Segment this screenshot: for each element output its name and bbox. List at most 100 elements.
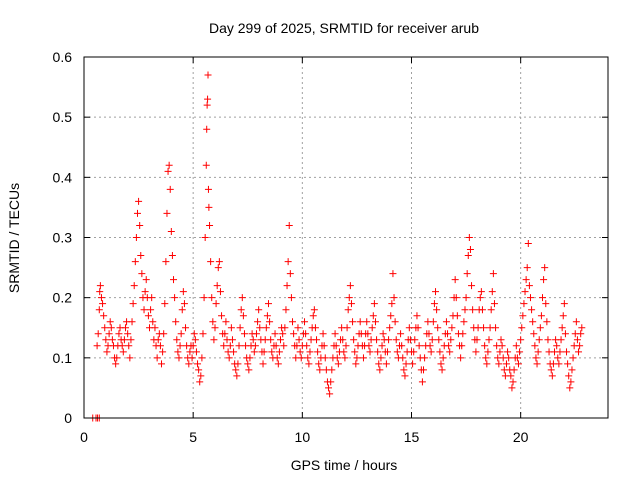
data-point <box>487 306 495 314</box>
data-point <box>560 300 568 308</box>
data-point <box>564 360 572 368</box>
x-axis-title: GPS time / hours <box>291 457 398 473</box>
data-point <box>364 330 372 338</box>
data-point <box>427 348 435 356</box>
data-point <box>147 306 155 314</box>
data-point <box>216 288 224 296</box>
data-point <box>517 336 525 344</box>
data-point <box>133 209 141 217</box>
data-point <box>418 378 426 386</box>
data-point <box>311 324 319 332</box>
data-point <box>277 336 284 344</box>
data-point <box>189 342 197 350</box>
data-point <box>532 354 540 362</box>
data-point <box>99 300 107 308</box>
data-point <box>272 342 280 350</box>
data-point <box>179 288 187 296</box>
data-point <box>238 294 246 302</box>
x-tick-label: 20 <box>513 429 529 445</box>
data-point <box>250 348 258 356</box>
data-point <box>251 342 259 350</box>
data-point <box>131 258 139 266</box>
data-point <box>191 336 199 344</box>
data-point <box>420 366 428 374</box>
data-point <box>521 288 529 296</box>
data-point <box>306 348 314 356</box>
data-point <box>115 330 123 338</box>
data-point <box>540 276 548 284</box>
data-point <box>512 342 520 350</box>
data-point <box>255 306 263 314</box>
data-point <box>425 330 433 338</box>
data-point <box>158 360 166 368</box>
data-point <box>561 330 569 338</box>
data-point <box>569 354 577 362</box>
data-point <box>429 318 437 326</box>
data-point <box>577 330 585 338</box>
data-point <box>254 318 262 326</box>
data-point <box>195 366 203 374</box>
data-point <box>553 342 561 350</box>
x-tick-label: 10 <box>295 429 311 445</box>
data-point <box>451 276 459 284</box>
data-point <box>118 342 126 350</box>
data-point <box>510 366 518 374</box>
data-point <box>490 300 498 308</box>
data-point <box>126 354 134 362</box>
data-point <box>353 354 361 362</box>
data-point <box>533 360 541 368</box>
data-point <box>536 324 544 332</box>
data-point <box>576 342 584 350</box>
data-point <box>495 360 503 368</box>
data-point <box>369 312 377 320</box>
data-point <box>341 354 349 362</box>
data-point <box>484 348 492 356</box>
data-point <box>102 336 110 344</box>
data-point <box>140 306 148 314</box>
data-point <box>468 282 476 290</box>
data-point <box>377 354 385 362</box>
data-point <box>303 342 311 350</box>
data-point <box>414 324 422 332</box>
data-point <box>185 360 193 368</box>
data-point <box>96 282 104 290</box>
data-point <box>328 366 336 374</box>
data-point <box>160 330 168 338</box>
data-point <box>458 342 466 350</box>
data-point <box>388 300 396 308</box>
data-point <box>356 318 364 326</box>
data-point <box>208 294 216 302</box>
data-point <box>214 264 222 272</box>
data-point <box>301 318 309 326</box>
data-point <box>325 384 333 392</box>
data-point <box>365 342 373 350</box>
data-point <box>398 342 406 350</box>
data-point <box>537 312 545 320</box>
data-point <box>194 360 202 368</box>
data-point <box>457 354 465 362</box>
data-point <box>313 336 321 344</box>
data-point <box>159 348 167 356</box>
data-point <box>332 342 340 350</box>
data-point <box>509 378 517 386</box>
data-point <box>263 312 271 320</box>
data-point <box>144 312 152 320</box>
data-point <box>339 336 347 344</box>
data-point <box>368 324 376 332</box>
data-point <box>522 276 530 284</box>
data-point <box>378 342 386 350</box>
data-point <box>445 342 453 350</box>
data-point <box>498 342 506 350</box>
data-point <box>518 324 526 332</box>
data-point <box>389 270 397 278</box>
y-tick-label: 0.2 <box>53 290 73 306</box>
data-point <box>284 258 292 266</box>
data-point <box>482 354 490 362</box>
data-point <box>302 330 310 338</box>
data-point <box>382 360 390 368</box>
data-point <box>568 366 576 374</box>
data-point <box>320 342 328 350</box>
data-point <box>426 342 434 350</box>
data-point <box>203 101 211 109</box>
data-point <box>555 360 563 368</box>
